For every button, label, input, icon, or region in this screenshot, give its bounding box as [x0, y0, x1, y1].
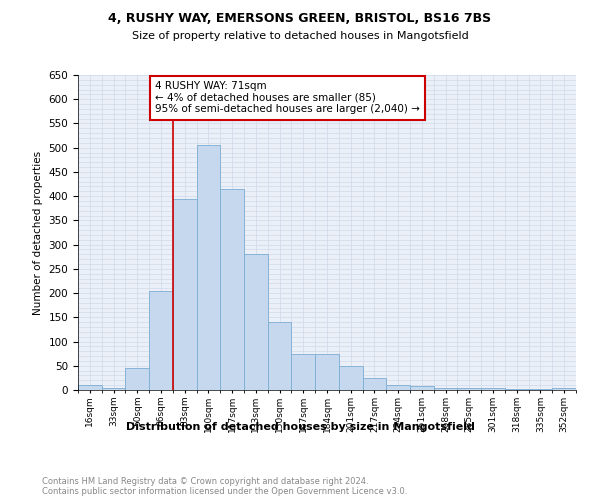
Bar [173, 198, 197, 390]
Bar [457, 388, 481, 390]
Text: Distribution of detached houses by size in Mangotsfield: Distribution of detached houses by size … [125, 422, 475, 432]
Text: Contains HM Land Registry data © Crown copyright and database right 2024.: Contains HM Land Registry data © Crown c… [42, 477, 368, 486]
Text: Size of property relative to detached houses in Mangotsfield: Size of property relative to detached ho… [131, 31, 469, 41]
Bar [102, 388, 125, 390]
Bar [481, 388, 505, 390]
Bar [315, 354, 339, 390]
Bar [149, 290, 173, 390]
Y-axis label: Number of detached properties: Number of detached properties [33, 150, 43, 314]
Bar [362, 378, 386, 390]
Bar [78, 385, 102, 390]
Bar [529, 388, 552, 390]
Bar [268, 322, 292, 390]
Bar [244, 254, 268, 390]
Bar [410, 386, 434, 390]
Text: Contains public sector information licensed under the Open Government Licence v3: Contains public sector information licen… [42, 487, 407, 496]
Bar [125, 368, 149, 390]
Bar [505, 388, 529, 390]
Bar [220, 189, 244, 390]
Bar [434, 388, 457, 390]
Bar [552, 388, 576, 390]
Text: 4 RUSHY WAY: 71sqm
← 4% of detached houses are smaller (85)
95% of semi-detached: 4 RUSHY WAY: 71sqm ← 4% of detached hous… [155, 82, 419, 114]
Bar [386, 385, 410, 390]
Bar [197, 146, 220, 390]
Bar [339, 366, 362, 390]
Text: 4, RUSHY WAY, EMERSONS GREEN, BRISTOL, BS16 7BS: 4, RUSHY WAY, EMERSONS GREEN, BRISTOL, B… [109, 12, 491, 26]
Bar [292, 354, 315, 390]
